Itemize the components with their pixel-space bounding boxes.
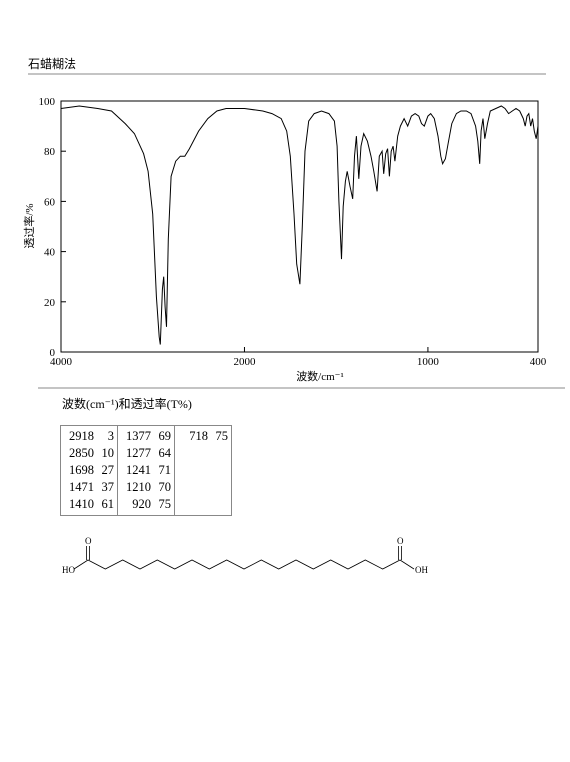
transmittance: 10 <box>101 446 115 460</box>
wavenumber: 2918 <box>69 429 94 443</box>
y-axis-label: 透过率/% <box>22 203 36 248</box>
wavenumber: 920 <box>132 497 151 511</box>
peak-entry: 2918 3 <box>64 428 114 445</box>
atom-label: HO <box>62 565 75 575</box>
peak-entry: 1241 71 <box>121 462 171 479</box>
transmittance: 64 <box>158 446 172 460</box>
peak-entry: 1277 64 <box>121 445 171 462</box>
peak-entry: 920 75 <box>121 496 171 513</box>
spectrum-line <box>60 105 539 345</box>
peak-table: 2918 3 2850 10 1698 27 1471 37 1410 61 1377 69 1277 6… <box>60 425 232 516</box>
carbon-chain <box>73 559 415 570</box>
transmittance: 71 <box>158 463 172 477</box>
transmittance: 69 <box>158 429 172 443</box>
peak-entry: 718 75 <box>178 428 228 445</box>
peak-entry: 1410 61 <box>64 496 114 513</box>
y-tick-label: 40 <box>44 247 56 259</box>
peak-column: 718 75 <box>174 425 232 516</box>
y-tick-label: 60 <box>44 196 56 208</box>
x-tick-label: 4000 <box>50 356 73 368</box>
atom-label: OH <box>415 565 428 575</box>
atom-label: O <box>397 536 404 546</box>
wavenumber: 1410 <box>69 497 94 511</box>
transmittance: 3 <box>107 429 114 443</box>
peak-column: 2918 3 2850 10 1698 27 1471 37 1410 61 <box>60 425 118 516</box>
wavenumber: 718 <box>189 429 208 443</box>
y-tick-label: 20 <box>44 297 56 309</box>
transmittance: 37 <box>101 480 115 494</box>
atom-label: O <box>85 536 92 546</box>
transmittance: 27 <box>101 463 115 477</box>
transmittance: 61 <box>101 497 115 511</box>
y-tick-label: 0 <box>50 347 56 359</box>
page-title: 石蜡糊法 <box>28 56 76 71</box>
wavenumber: 1698 <box>69 463 94 477</box>
x-tick-label: 2000 <box>233 356 256 368</box>
peak-entry: 1698 27 <box>64 462 114 479</box>
plot-frame <box>60 100 539 353</box>
peak-entry: 1471 37 <box>64 479 114 496</box>
wavenumber: 1471 <box>69 480 94 494</box>
x-tick-label: 400 <box>530 356 547 368</box>
wavenumber: 1241 <box>126 463 151 477</box>
transmittance: 75 <box>215 429 229 443</box>
y-tick-label: 100 <box>39 96 56 108</box>
transmittance: 75 <box>158 497 172 511</box>
peak-column: 1377 69 1277 64 1241 71 1210 70 920 75 <box>117 425 175 516</box>
wavenumber: 2850 <box>69 446 94 460</box>
x-axis-label: 波数/cm⁻¹ <box>296 370 344 383</box>
peaks-caption: 波数(cm⁻¹)和透过率(T%) <box>62 396 192 411</box>
x-tick-label: 1000 <box>417 356 440 368</box>
wavenumber: 1277 <box>126 446 151 460</box>
y-tick-label: 80 <box>44 146 56 158</box>
transmittance: 70 <box>158 480 172 494</box>
wavenumber: 1377 <box>126 429 151 443</box>
peak-entry: 1377 69 <box>121 428 171 445</box>
peak-entry: 2850 10 <box>64 445 114 462</box>
structure <box>73 546 415 570</box>
peak-row: 2918 3 2850 10 1698 27 1471 37 1410 61 1377 69 1277 6… <box>60 425 232 516</box>
peak-entry: 1210 70 <box>121 479 171 496</box>
wavenumber: 1210 <box>126 480 151 494</box>
